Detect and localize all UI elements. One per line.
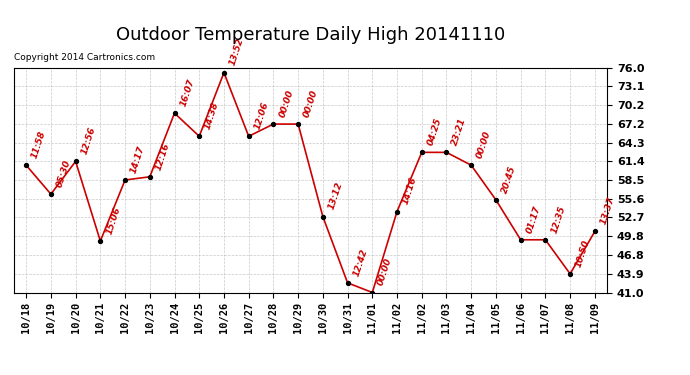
Text: Copyright 2014 Cartronics.com: Copyright 2014 Cartronics.com — [14, 53, 155, 62]
Point — [219, 70, 230, 76]
Text: 20:45: 20:45 — [500, 164, 518, 194]
Text: 12:42: 12:42 — [352, 247, 369, 277]
Text: 00:00: 00:00 — [302, 88, 319, 118]
Point — [540, 237, 551, 243]
Text: 23:21: 23:21 — [451, 117, 468, 147]
Point — [515, 237, 526, 243]
Point — [169, 110, 180, 116]
Text: 01:17: 01:17 — [525, 204, 542, 234]
Point — [119, 177, 130, 183]
Text: 14:17: 14:17 — [129, 144, 147, 174]
Point — [367, 290, 378, 296]
Point — [491, 197, 502, 203]
Point — [46, 191, 57, 197]
Text: 00:00: 00:00 — [377, 257, 394, 287]
Text: 13:37: 13:37 — [599, 196, 616, 226]
Point — [95, 238, 106, 244]
Text: 04:25: 04:25 — [426, 117, 444, 147]
Point — [589, 228, 600, 234]
Point — [342, 280, 353, 286]
Text: 12:06: 12:06 — [253, 101, 270, 131]
Point — [144, 174, 155, 180]
Text: 00:00: 00:00 — [475, 130, 493, 160]
Text: 14:38: 14:38 — [204, 101, 221, 131]
Point — [268, 121, 279, 127]
Point — [416, 149, 427, 155]
Text: 13:52: 13:52 — [228, 37, 246, 67]
Text: 10:50: 10:50 — [574, 238, 592, 268]
Point — [21, 162, 32, 168]
Text: 11:58: 11:58 — [30, 130, 48, 160]
Text: 12:35: 12:35 — [549, 204, 567, 234]
Point — [564, 271, 575, 277]
Text: 12:16: 12:16 — [154, 141, 171, 171]
Text: Outdoor Temperature Daily High 20141110: Outdoor Temperature Daily High 20141110 — [116, 26, 505, 44]
Point — [466, 162, 477, 168]
Text: 13:12: 13:12 — [327, 181, 344, 211]
Point — [317, 214, 328, 220]
Point — [243, 133, 254, 139]
Point — [441, 149, 452, 155]
Text: 15:06: 15:06 — [104, 206, 122, 236]
Text: Temperature  (°F): Temperature (°F) — [489, 48, 594, 58]
Text: 12:56: 12:56 — [80, 126, 97, 156]
Text: 16:07: 16:07 — [179, 78, 196, 108]
Text: 00:00: 00:00 — [277, 88, 295, 118]
Point — [391, 209, 402, 214]
Point — [293, 121, 304, 127]
Text: 05:30: 05:30 — [55, 159, 72, 189]
Point — [194, 133, 205, 139]
Point — [70, 158, 81, 164]
Text: 14:16: 14:16 — [401, 176, 419, 206]
